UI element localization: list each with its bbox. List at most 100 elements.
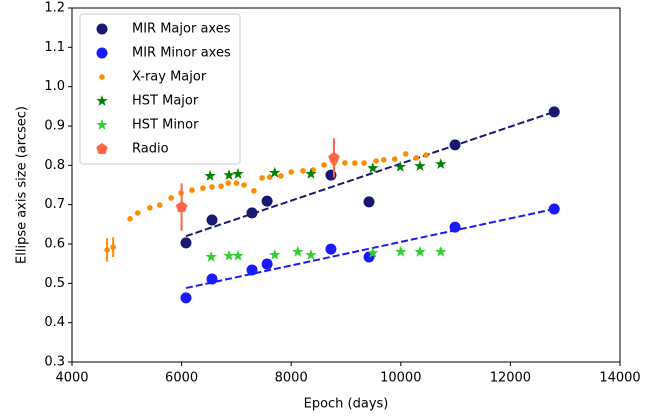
point: [373, 158, 379, 164]
x-tick-label: 10000: [380, 371, 421, 386]
point: [246, 264, 258, 276]
legend-label: MIR Major axes: [132, 22, 231, 37]
point: [361, 160, 367, 166]
x-tick-label: 12000: [490, 371, 531, 386]
legend-marker: [99, 74, 105, 80]
legend-label: MIR Minor axes: [132, 46, 231, 61]
point: [261, 195, 273, 207]
legend-label: HST Major: [132, 94, 199, 109]
point: [414, 245, 426, 257]
point: [413, 155, 419, 161]
y-tick-label: 1.1: [44, 40, 65, 55]
x-tick-label: 8000: [275, 371, 308, 386]
point: [246, 207, 258, 219]
y-tick-label: 0.7: [44, 197, 65, 212]
point: [342, 160, 348, 166]
point: [305, 249, 317, 260]
plot-frame: [71, 7, 621, 363]
legend-marker: [96, 143, 108, 154]
point: [232, 167, 244, 179]
point: [251, 188, 257, 194]
point: [367, 247, 379, 258]
point: [200, 185, 206, 191]
point: [225, 180, 231, 186]
point: [548, 106, 560, 118]
point: [218, 183, 224, 189]
point: [241, 182, 247, 188]
legend-marker: [96, 23, 108, 35]
point: [259, 175, 265, 181]
y-tick-label: 1.0: [44, 79, 65, 94]
point: [414, 160, 426, 171]
legend-marker: [96, 47, 108, 59]
point: [205, 250, 217, 262]
point: [104, 247, 110, 253]
point: [147, 205, 153, 211]
point: [277, 173, 284, 179]
point: [435, 245, 447, 257]
point: [423, 152, 429, 158]
point: [233, 180, 240, 186]
y-tick-label: 0.5: [44, 276, 65, 291]
point: [175, 201, 188, 212]
y-tick-label: 0.9: [44, 119, 65, 134]
x-tick-label: 6000: [165, 371, 198, 386]
legend-marker: [96, 95, 108, 106]
point: [395, 245, 407, 257]
point: [402, 151, 409, 157]
point: [351, 160, 358, 166]
point: [300, 168, 306, 174]
point: [305, 167, 317, 179]
point: [204, 169, 216, 181]
legend-label: X-ray Major: [132, 70, 207, 85]
point: [127, 216, 133, 222]
x-tick-label: 14000: [599, 371, 640, 386]
y-axis-label: Ellipse axis size (arcsec): [15, 106, 30, 264]
point: [449, 221, 461, 233]
point: [449, 139, 461, 151]
legend-marker: [96, 119, 108, 130]
legend-label: Radio: [132, 142, 169, 157]
point: [168, 195, 174, 201]
point: [367, 162, 379, 173]
point: [381, 157, 387, 163]
legend-box: [79, 13, 241, 165]
y-tick-label: 0.4: [44, 315, 65, 330]
point: [288, 169, 295, 175]
y-tick-label: 0.6: [44, 237, 65, 252]
point: [156, 202, 163, 208]
point: [206, 273, 218, 285]
point: [321, 162, 327, 168]
point: [435, 158, 447, 170]
point: [223, 249, 235, 261]
legend: MIR Major axes MIR Minor axes X-ray Major H…: [79, 13, 241, 165]
point: [269, 249, 281, 260]
point: [261, 258, 273, 270]
legend-label: HST Minor: [132, 118, 199, 133]
point: [189, 187, 195, 193]
point: [394, 160, 406, 172]
point: [269, 166, 281, 178]
fit-line: [185, 208, 555, 290]
point: [180, 237, 192, 249]
y-tick-label: 1.2: [44, 1, 65, 16]
y-tick-label: 0.3: [44, 355, 65, 370]
point: [325, 243, 337, 255]
point: [232, 249, 244, 261]
x-axis-label: Epoch (days): [304, 397, 389, 412]
y-tick-label: 0.8: [44, 158, 65, 173]
point: [134, 210, 141, 216]
point: [209, 184, 215, 190]
point: [206, 214, 218, 226]
point: [180, 292, 192, 304]
point: [292, 245, 304, 257]
x-tick-label: 4000: [55, 371, 88, 386]
point: [391, 156, 398, 162]
point: [363, 196, 375, 208]
point: [267, 174, 273, 180]
point: [328, 151, 340, 163]
point: [110, 244, 116, 250]
point: [548, 203, 560, 215]
point: [223, 169, 235, 181]
